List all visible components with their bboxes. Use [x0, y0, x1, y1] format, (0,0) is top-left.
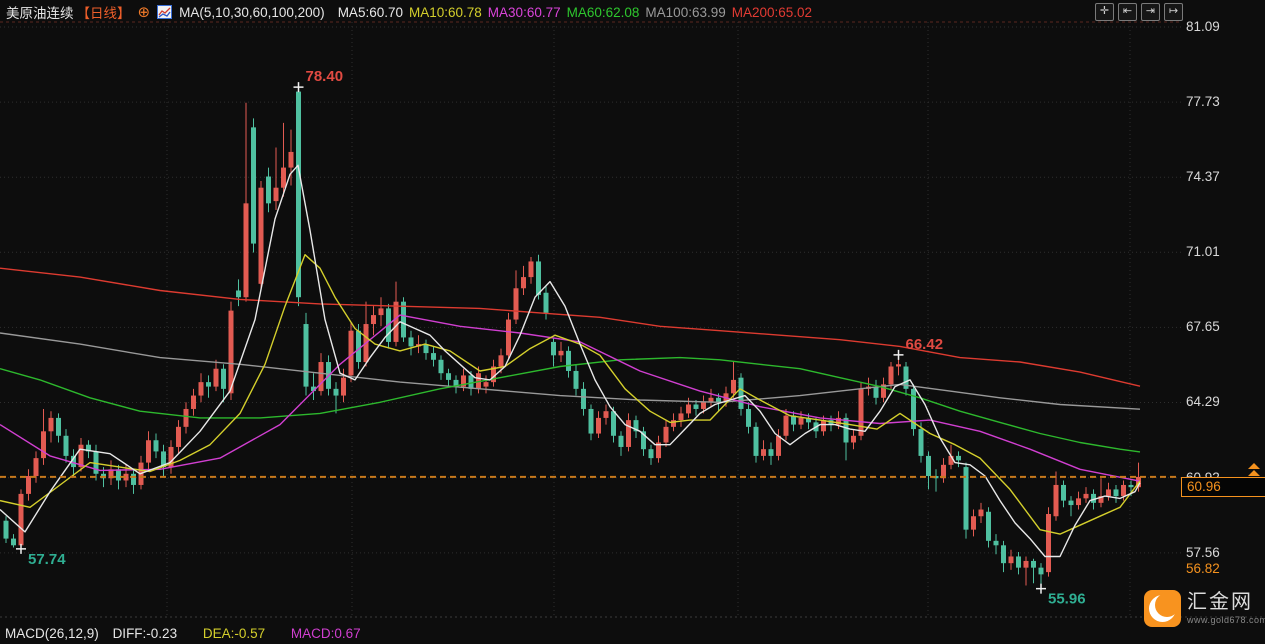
- site-logo: 汇金网 www.gold678.com: [1144, 587, 1265, 642]
- period-tag[interactable]: 【日线】: [76, 6, 131, 21]
- current-price-badge: 60.96: [1181, 476, 1265, 497]
- logo-name: 汇金网: [1187, 591, 1253, 613]
- axis-price-label: 64.29: [1186, 394, 1220, 410]
- chart-type-icon[interactable]: [157, 5, 173, 19]
- dea-value: DEA:-0.57: [202, 626, 266, 641]
- axis-price-label: 71.01: [1186, 244, 1220, 260]
- macd-params-label: MACD(26,12,9): [5, 626, 99, 641]
- axis-price-label: 74.37: [1186, 169, 1220, 185]
- ma-values: MA5:60.70 MA10:60.78 MA30:60.77 MA60:62.08 M…: [332, 5, 812, 20]
- scale-left-icon[interactable]: ⇤: [1118, 3, 1137, 21]
- ma-value: MA200:65.02: [731, 4, 813, 20]
- price-annotation: 78.40: [306, 68, 344, 85]
- price-up-arrows-icon: [1248, 462, 1260, 477]
- logo-url: www.gold678.com: [1187, 615, 1265, 625]
- price-annotation: 57.74: [28, 551, 66, 568]
- macd-value: MACD:0.67: [290, 626, 361, 641]
- chart-header: 美原油连续 【日线】 ⊕ MA(5,10,30,60,100,200) MA5:6…: [6, 2, 812, 22]
- axis-price-label: 81.09: [1186, 19, 1220, 34]
- axis-price-label: 67.65: [1186, 319, 1220, 335]
- logo-crescent-icon: [1144, 590, 1181, 627]
- crosshair-pan-icon[interactable]: ✛: [1095, 3, 1114, 21]
- ma-value: MA30:60.77: [487, 4, 561, 20]
- chart-toolbar: ✛ ⇤ ⇥ ↦: [1095, 3, 1183, 21]
- ma-value: MA60:62.08: [566, 4, 640, 20]
- ma-value: MA100:63.99: [645, 4, 726, 20]
- diff-value: DIFF:-0.23: [112, 626, 178, 641]
- axis-price-label: 57.56: [1186, 544, 1220, 560]
- price-annotation: 66.42: [906, 336, 944, 353]
- price-annotation: 55.96: [1048, 591, 1086, 608]
- ma-value: MA5:60.70: [337, 4, 403, 20]
- ma-value: MA10:60.78: [408, 4, 482, 20]
- axis-price-label: 77.73: [1186, 94, 1220, 110]
- shift-right-icon[interactable]: ↦: [1164, 3, 1183, 21]
- ma-settings-label: MA(5,10,30,60,100,200): [179, 4, 325, 20]
- symbol-name: 美原油连续: [6, 6, 74, 21]
- add-indicator-icon[interactable]: ⊕: [137, 3, 151, 21]
- settlement-price-label: 56.82: [1186, 561, 1220, 577]
- macd-indicator-row: MACD(26,12,9) DIFF:-0.23 DEA:-0.57 MACD:…: [5, 626, 361, 641]
- scale-right-icon[interactable]: ⇥: [1141, 3, 1160, 21]
